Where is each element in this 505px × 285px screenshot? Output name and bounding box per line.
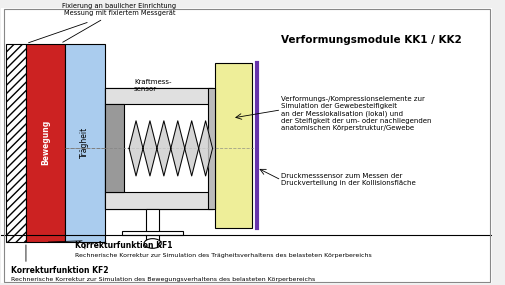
Text: Rechnerische Korrektur zur Simulation des Bewegungsverhaltens des belasteten Kör: Rechnerische Korrektur zur Simulation de… <box>11 277 315 282</box>
Bar <box>105 88 212 209</box>
Text: Druckmesssensor zum Messen der
Druckverteilung in der Kollisionsfläche: Druckmesssensor zum Messen der Druckvert… <box>281 173 415 186</box>
Polygon shape <box>143 121 157 176</box>
Bar <box>146 209 158 242</box>
Bar <box>105 88 212 104</box>
Bar <box>65 44 105 242</box>
Text: Fixierung an baulicher Einrichtung
Messung mit fixiertem Messgerät: Fixierung an baulicher Einrichtung Messu… <box>62 3 176 42</box>
Text: Verformungsmodule KK1 / KK2: Verformungsmodule KK1 / KK2 <box>281 35 461 45</box>
Polygon shape <box>171 121 184 176</box>
Text: Trägheit: Trägheit <box>80 127 89 158</box>
Text: Bewegung: Bewegung <box>41 120 50 166</box>
Bar <box>105 192 212 209</box>
Ellipse shape <box>144 239 161 248</box>
Polygon shape <box>184 121 198 176</box>
Text: Verformungs-/Kompressionselemente zur
Simulation der Gewebesteifigkeit
an der Me: Verformungs-/Kompressionselemente zur Si… <box>281 96 431 131</box>
Bar <box>105 104 124 192</box>
Polygon shape <box>129 121 143 176</box>
Text: Korrekturfunktion KF1: Korrekturfunktion KF1 <box>75 241 172 250</box>
Polygon shape <box>157 121 171 176</box>
Text: Rechnerische Korrektur zur Simulation des Trägheitsverhaltens des belasteten Kör: Rechnerische Korrektur zur Simulation de… <box>75 253 371 258</box>
Polygon shape <box>198 121 212 176</box>
Bar <box>26 44 65 242</box>
Bar <box>207 88 215 209</box>
Bar <box>6 44 26 242</box>
Bar <box>122 231 183 235</box>
Text: Korrekturfunktion KF2: Korrekturfunktion KF2 <box>11 266 109 274</box>
Bar <box>215 63 251 228</box>
Text: Kraftmess-
sensor: Kraftmess- sensor <box>134 80 171 92</box>
